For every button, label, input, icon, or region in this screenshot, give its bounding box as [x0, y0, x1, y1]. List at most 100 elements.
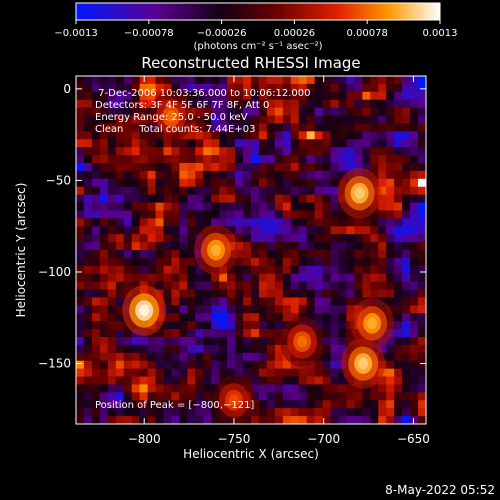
heatmap-cell — [410, 337, 419, 346]
heatmap-cell — [410, 123, 419, 132]
heatmap-cell — [330, 289, 340, 299]
heatmap-cell — [266, 329, 276, 338]
heatmap-cell — [147, 147, 157, 156]
heatmap-cell — [370, 210, 379, 219]
heatmap-cell — [83, 226, 93, 235]
heatmap-cell — [418, 329, 426, 338]
heatmap-cell — [251, 329, 260, 338]
heatmap-cell — [219, 210, 228, 219]
heatmap-cell — [179, 344, 188, 354]
heatmap-cell — [155, 178, 165, 188]
heatmap-cell — [378, 83, 387, 93]
heatmap-cell — [322, 352, 332, 362]
heatmap-cell — [386, 408, 395, 417]
heatmap-cell — [274, 265, 284, 275]
heatmap-cell — [171, 281, 181, 291]
heatmap-cell — [76, 107, 85, 117]
heatmap-cell — [76, 265, 85, 275]
heatmap-cell — [171, 289, 181, 299]
heatmap-cell — [314, 400, 324, 409]
heatmap-cell — [147, 265, 157, 275]
heatmap-cell — [179, 297, 188, 306]
heatmap-cell — [115, 123, 125, 132]
heatmap-cell — [139, 376, 149, 386]
heatmap-cell — [282, 242, 292, 251]
x-tick-label: −800 — [128, 432, 161, 446]
heatmap-cell — [290, 281, 300, 291]
heatmap-cell — [107, 242, 117, 251]
heatmap-cell — [203, 202, 212, 212]
heatmap-cell — [107, 115, 117, 125]
heatmap-cell — [187, 384, 196, 393]
heatmap-cell — [243, 344, 252, 354]
heatmap-cell — [402, 337, 411, 346]
heatmap-cell — [179, 257, 188, 267]
heatmap-cell — [131, 265, 141, 275]
heatmap-cell — [266, 99, 276, 109]
heatmap-cell — [91, 178, 101, 188]
heatmap-cell — [418, 202, 426, 212]
heatmap-cell — [410, 250, 419, 259]
heatmap-cell — [83, 178, 93, 188]
heatmap-cell — [83, 344, 93, 354]
heatmap-cell — [131, 257, 141, 267]
heatmap-cell — [314, 305, 324, 314]
heatmap-cell — [290, 408, 300, 417]
heatmap-cell — [99, 99, 109, 109]
y-axis-ticks: 0−50−100−150 — [38, 82, 426, 371]
heatmap-cell — [330, 384, 340, 393]
heatmap-cell — [107, 281, 117, 291]
heatmap-cell — [290, 202, 300, 212]
heatmap-cell — [338, 91, 348, 101]
heatmap-cell — [115, 281, 125, 291]
heatmap-cell — [306, 155, 316, 164]
heatmap-cell — [243, 115, 252, 125]
heatmap-cell — [266, 194, 276, 204]
heatmap-cell — [131, 273, 141, 283]
heatmap-cell — [203, 297, 212, 306]
heatmap-cell — [306, 91, 316, 101]
heatmap-cell — [123, 123, 133, 132]
heatmap-cell — [243, 107, 252, 117]
heatmap-cell — [76, 344, 85, 354]
heatmap-cell — [266, 297, 276, 306]
heatmap-cell — [306, 281, 316, 291]
heatmap-cell — [76, 416, 85, 424]
heatmap-cell — [123, 76, 133, 85]
heatmap-cell — [282, 289, 292, 299]
heatmap-cell — [306, 139, 316, 148]
heatmap-cell — [227, 170, 236, 180]
heatmap-cell — [266, 392, 276, 401]
heatmap-cell — [354, 273, 363, 283]
heatmap-cell — [227, 281, 236, 291]
heatmap-cell — [410, 313, 419, 322]
heatmap-cell — [338, 170, 348, 180]
heatmap-cell — [282, 147, 292, 156]
heatmap-cell — [99, 218, 109, 227]
heatmap-cell — [378, 186, 387, 196]
heatmap-cell — [155, 186, 165, 196]
heatmap-cell — [394, 321, 403, 330]
heatmap-cell — [107, 250, 117, 259]
heatmap-cell — [147, 99, 157, 109]
heatmap-cell — [91, 376, 101, 386]
heatmap-cell — [115, 115, 125, 125]
heatmap-cell — [354, 107, 363, 117]
heatmap-cell — [99, 242, 109, 251]
source-blob — [139, 304, 150, 317]
heatmap-cell — [195, 368, 204, 378]
heatmap-cell — [123, 242, 133, 251]
heatmap-cell — [195, 91, 204, 101]
x-tick-label: −750 — [217, 432, 250, 446]
heatmap-cell — [418, 76, 426, 85]
heatmap-cell — [99, 416, 109, 424]
heatmap-cell — [107, 91, 117, 101]
heatmap-cell — [107, 139, 117, 148]
heatmap-cell — [187, 329, 196, 338]
heatmap-cell — [76, 131, 85, 140]
heatmap-cell — [330, 408, 340, 417]
heatmap-cell — [354, 408, 363, 417]
heatmap-cell — [179, 376, 188, 386]
heatmap-cell — [402, 352, 411, 362]
heatmap-cell — [131, 337, 141, 346]
